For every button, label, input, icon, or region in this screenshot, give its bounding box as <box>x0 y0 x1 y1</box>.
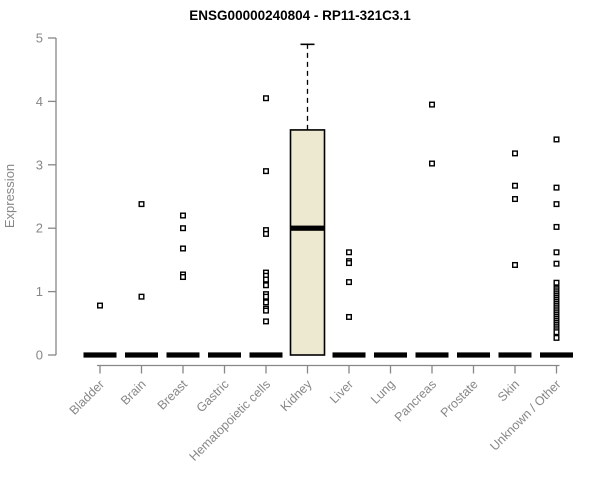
y-tick-label: 4 <box>36 94 43 109</box>
category-tick-label: Breast <box>155 377 191 413</box>
y-tick-label: 3 <box>36 157 43 172</box>
outlier-point <box>179 212 186 219</box>
median-line <box>208 352 241 358</box>
outlier-point <box>512 196 519 203</box>
outlier-point <box>512 150 519 157</box>
outlier-point <box>263 276 270 283</box>
outlier-point <box>263 318 270 325</box>
category-tick-label: Bladder <box>67 377 107 417</box>
outlier-point <box>512 261 519 268</box>
median-line <box>291 225 324 231</box>
median-line <box>166 352 200 358</box>
median-line <box>374 352 407 358</box>
outlier-point <box>553 223 560 230</box>
outlier-point <box>346 260 353 267</box>
outlier-point <box>263 299 270 306</box>
category-tick-label: Kidney <box>278 377 315 414</box>
outlier-point <box>512 182 519 189</box>
outlier-point <box>96 302 103 309</box>
category-tick-label: Lung <box>368 377 398 407</box>
plot-root: 0 1 2 3 4 5 Bladder Brain Breast GastricHematopoi… <box>36 31 573 464</box>
category-tick-label: Skin <box>495 377 522 404</box>
category-tick-label: Prostate <box>438 377 481 420</box>
outlier-point <box>179 245 186 252</box>
y-tick-label: 5 <box>36 31 43 46</box>
category-tick-label: Gastric <box>194 377 232 415</box>
outlier-point <box>263 230 270 237</box>
outlier-point <box>263 282 270 289</box>
median-line <box>125 352 158 358</box>
median-line <box>457 352 490 358</box>
chart-title: ENSG00000240804 - RP11-321C3.1 <box>189 8 411 23</box>
y-axis-title: Expression <box>2 164 17 228</box>
outlier-point <box>179 225 186 232</box>
outlier-point <box>138 201 145 208</box>
category-tick-label: Pancreas <box>392 377 439 424</box>
box-body <box>289 129 326 356</box>
outlier-point <box>553 136 560 143</box>
outlier-point <box>263 95 270 102</box>
outlier-point <box>553 279 560 286</box>
outlier-point <box>179 274 186 281</box>
outlier-point <box>553 329 560 336</box>
outlier-point <box>553 184 560 191</box>
outlier-point <box>346 249 353 256</box>
median-line <box>415 352 449 358</box>
outlier-point <box>263 168 270 175</box>
outlier-point <box>553 249 560 256</box>
y-tick-label: 0 <box>36 348 43 363</box>
outlier-point <box>138 293 145 300</box>
outlier-point <box>553 260 560 267</box>
y-tick-label: 2 <box>36 221 43 236</box>
category-tick-label: Unknown / Other <box>487 377 563 453</box>
outlier-point <box>553 334 560 341</box>
outlier-point <box>346 313 353 320</box>
median-line <box>498 352 532 358</box>
y-tick-label: 1 <box>36 284 43 299</box>
outlier-point <box>346 279 353 286</box>
median-line <box>332 352 366 358</box>
median-line <box>540 352 573 358</box>
category-tick-label: Brain <box>118 377 149 408</box>
outlier-point <box>553 201 560 208</box>
median-line <box>249 352 283 358</box>
outlier-point <box>429 160 436 167</box>
median-line <box>83 352 117 358</box>
category-tick-label: Liver <box>327 377 356 406</box>
outlier-point <box>263 307 270 314</box>
category-tick-label: Hematopoietic cells <box>187 377 274 464</box>
outlier-point <box>263 293 270 300</box>
outlier-point <box>429 101 436 108</box>
